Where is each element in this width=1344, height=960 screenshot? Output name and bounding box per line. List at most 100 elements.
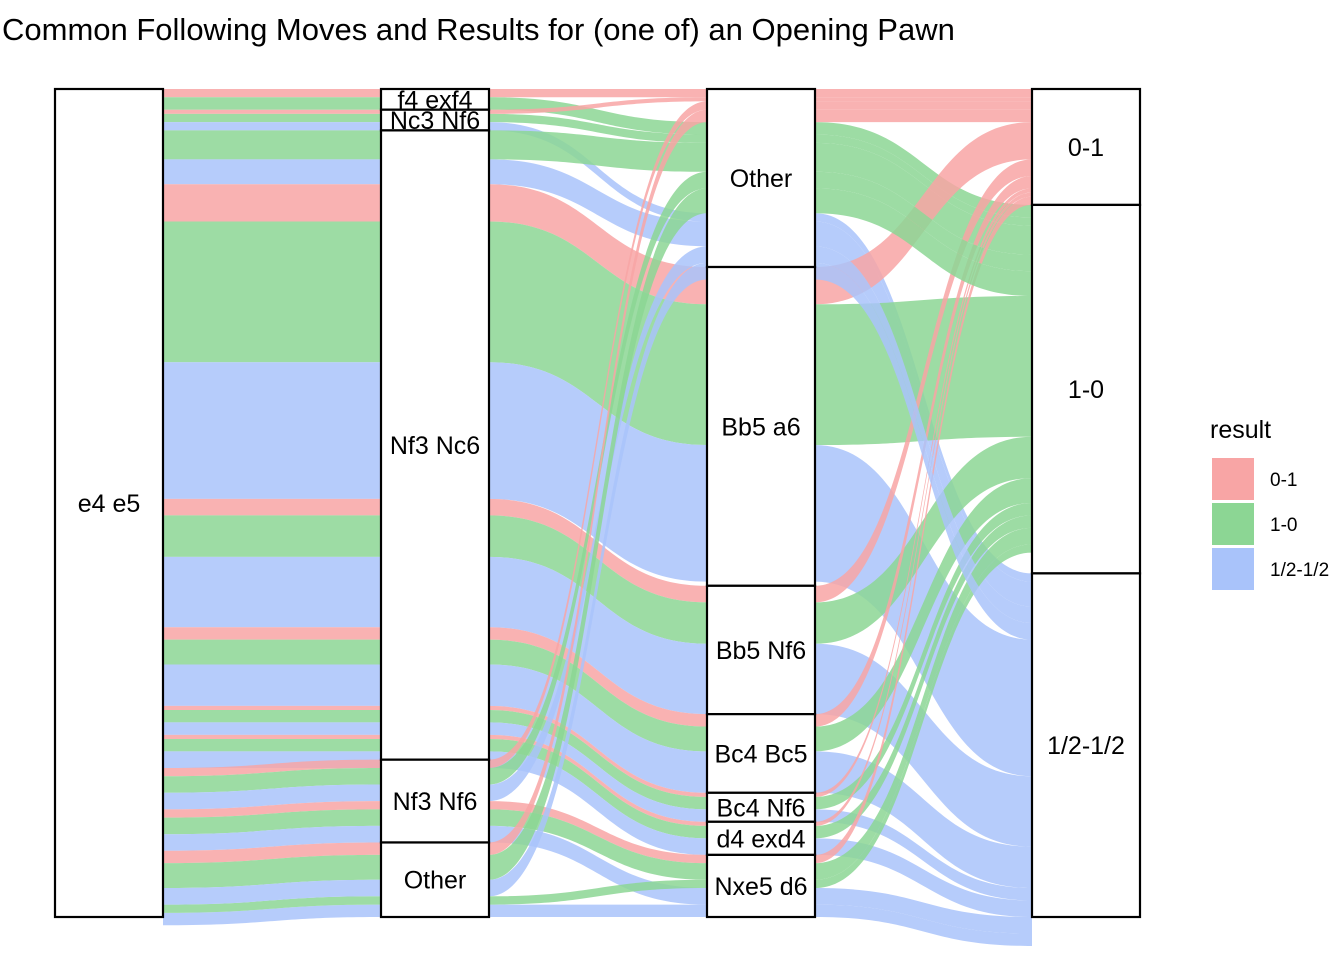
node-label-move_2-6: Nxe5 d6 <box>714 873 807 901</box>
flow-20-segment-0 <box>163 738 381 752</box>
flow-8-segment-2 <box>815 296 1032 446</box>
flow-18-segment-2 <box>815 809 1032 901</box>
node-move_2-3 <box>705 713 817 794</box>
flows-layer <box>163 89 1032 946</box>
flow-27-segment-0 <box>163 825 381 851</box>
flow-10-segment-0 <box>163 498 381 516</box>
node-label-move_2-5: d4 exd4 <box>717 825 806 853</box>
flow-32-segment-1 <box>489 262 707 897</box>
flow-3-segment-1 <box>489 113 707 143</box>
legend-swatch-2 <box>1212 548 1254 590</box>
node-label-move_2-0: Other <box>730 165 793 193</box>
flow-32-segment-2 <box>815 262 1032 640</box>
node-move_1-4 <box>379 841 491 919</box>
flow-28-segment-1 <box>489 109 707 855</box>
node-label-result-1: 1-0 <box>1068 376 1104 404</box>
flow-2-segment-2 <box>815 97 1032 102</box>
flow-0-segment-2 <box>815 89 1032 98</box>
flow-14-segment-2 <box>815 478 1032 752</box>
flow-20-segment-2 <box>815 515 1032 839</box>
flow-1-segment-0 <box>163 97 381 110</box>
flow-18-segment-0 <box>163 722 381 735</box>
flow-10-segment-1 <box>489 498 707 603</box>
flow-30-segment-0 <box>163 904 381 926</box>
chart-title: Common Following Moves and Results for (… <box>2 12 955 47</box>
flow-29-segment-1 <box>489 188 707 880</box>
flow-22-segment-2 <box>815 101 1032 110</box>
flow-0-segment-0 <box>163 89 381 98</box>
flow-16-segment-1 <box>489 705 707 797</box>
flow-24-segment-2 <box>815 246 1032 624</box>
flow-10-segment-2 <box>815 159 1032 603</box>
flow-6-segment-1 <box>489 159 707 247</box>
flow-31-segment-2 <box>815 544 1032 889</box>
flow-9-segment-0 <box>163 362 381 499</box>
legend-title: result <box>1210 416 1271 444</box>
node-label-move_2-3: Bc4 Bc5 <box>714 740 807 768</box>
legend-swatch-1 <box>1212 503 1254 545</box>
flow-22-segment-0 <box>163 759 381 777</box>
legend-label-2: 1/2-1/2 <box>1270 560 1329 581</box>
flow-3-segment-0 <box>163 113 381 123</box>
flow-28-segment-2 <box>815 109 1032 123</box>
flow-2-segment-1 <box>489 97 707 114</box>
flow-30-segment-1 <box>489 904 707 917</box>
node-label-move_2-2: Bb5 Nf6 <box>716 637 806 665</box>
flow-23-segment-2 <box>815 171 1032 272</box>
node-label-move_1-4: Other <box>404 867 467 895</box>
node-move_2-0 <box>705 87 817 269</box>
flow-14-segment-1 <box>489 639 707 752</box>
node-label-result-2: 1/2-1/2 <box>1047 732 1125 760</box>
flow-32-segment-0 <box>163 879 381 905</box>
flow-22-segment-1 <box>489 101 707 768</box>
flow-5-segment-1 <box>489 130 707 172</box>
flow-31-segment-1 <box>489 879 707 905</box>
flow-8-segment-1 <box>489 221 707 446</box>
flow-25-segment-2 <box>815 196 1032 864</box>
flow-15-segment-0 <box>163 664 381 706</box>
flow-30-segment-2 <box>815 904 1032 946</box>
flow-17-segment-0 <box>163 710 381 723</box>
flow-27-segment-2 <box>815 888 1032 934</box>
node-move_2-6 <box>705 853 817 919</box>
legend-swatch-0 <box>1212 458 1254 500</box>
flow-12-segment-0 <box>163 556 381 628</box>
flow-19-segment-2 <box>815 192 1032 826</box>
node-label-move_1-2: Nf3 Nc6 <box>390 432 480 460</box>
node-label-move_1-3: Nf3 Nf6 <box>393 788 478 816</box>
flow-21-segment-1 <box>489 751 707 855</box>
flow-25-segment-1 <box>489 801 707 864</box>
flow-16-segment-0 <box>163 705 381 710</box>
flow-1-segment-2 <box>815 122 1032 218</box>
flow-29-segment-2 <box>815 188 1032 296</box>
node-label-result-0: 0-1 <box>1068 134 1104 162</box>
flow-8-segment-0 <box>163 221 381 363</box>
flow-11-segment-2 <box>815 436 1032 644</box>
flow-29-segment-0 <box>163 854 381 889</box>
flow-13-segment-0 <box>163 627 381 640</box>
flow-31-segment-0 <box>163 896 381 913</box>
node-opening-0 <box>53 87 165 919</box>
flow-12-segment-1 <box>489 556 707 715</box>
flow-12-segment-2 <box>815 643 1032 847</box>
node-move_1-2 <box>379 129 491 761</box>
flow-25-segment-0 <box>163 801 381 818</box>
flow-16-segment-2 <box>815 188 1032 797</box>
node-result-1 <box>1030 203 1142 575</box>
flow-5-segment-0 <box>163 130 381 160</box>
flow-17-segment-2 <box>815 503 1032 810</box>
flow-3-segment-2 <box>815 134 1032 226</box>
flow-26-segment-0 <box>163 809 381 835</box>
node-move_1-3 <box>379 758 491 844</box>
flow-2-segment-0 <box>163 109 381 114</box>
flow-14-segment-0 <box>163 639 381 665</box>
node-label-opening-0: e4 e5 <box>78 490 141 518</box>
legend-entries: 0-1 1-0 1/2-1/2 <box>1212 458 1329 590</box>
flow-19-segment-0 <box>163 734 381 739</box>
flow-19-segment-1 <box>489 734 707 826</box>
flow-26-segment-2 <box>815 527 1032 880</box>
flow-21-segment-2 <box>815 838 1032 917</box>
node-move_2-2 <box>705 584 817 716</box>
flow-13-segment-1 <box>489 627 707 727</box>
